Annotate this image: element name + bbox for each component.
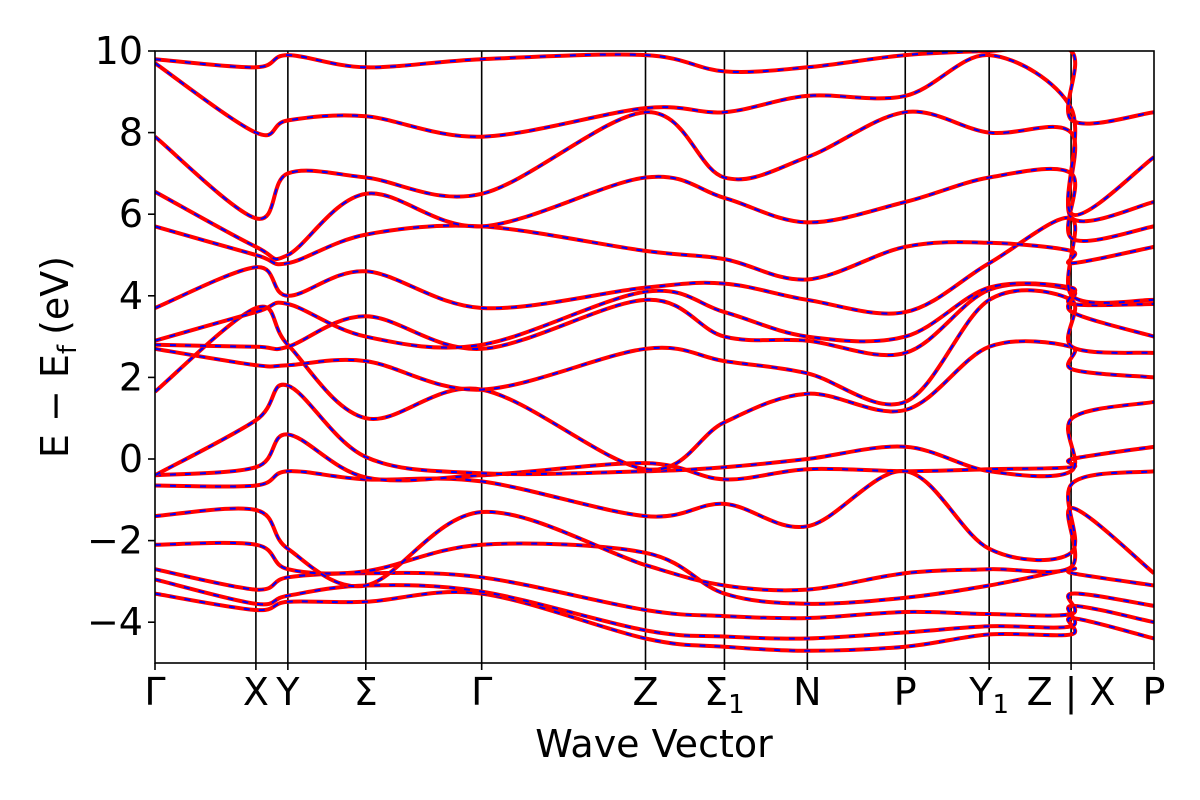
x-tick-label-text: Σ bbox=[354, 670, 378, 714]
x-tick-label: Z bbox=[632, 670, 658, 714]
x-tick-label: Y1 bbox=[968, 670, 1009, 720]
band-10-dashed-overlay bbox=[155, 283, 1154, 357]
y-axis-title-main: E − E bbox=[33, 354, 77, 458]
x-tick-label-text: Γ bbox=[471, 670, 492, 714]
band-16-dashed-overlay bbox=[155, 54, 1154, 216]
y-axis-title-subscript: f bbox=[53, 344, 83, 354]
x-tick-label-text: Z | X bbox=[1027, 670, 1116, 715]
kpoint-lines bbox=[255, 51, 1072, 663]
band-4-line bbox=[155, 506, 1154, 593]
band-16-line bbox=[155, 53, 1154, 217]
x-tick-label-text: Γ bbox=[144, 670, 165, 714]
x-tick-label-text: X bbox=[243, 670, 269, 714]
y-tick-label: 6 bbox=[119, 192, 143, 236]
y-axis-title-unit: (eV) bbox=[33, 256, 77, 335]
band-4-dashed-overlay bbox=[155, 506, 1154, 592]
band-2-dashed-overlay bbox=[155, 568, 1154, 620]
y-tick-label: 10 bbox=[95, 29, 143, 73]
x-tick-label: Σ1 bbox=[704, 670, 745, 720]
x-tick-label-subscript: 1 bbox=[993, 690, 1010, 720]
band-15-dashed-overlay bbox=[155, 110, 1154, 223]
band-8-line bbox=[155, 304, 1154, 472]
band-7-dashed-overlay bbox=[155, 383, 1154, 478]
y-tick-label: 4 bbox=[119, 274, 143, 318]
y-tick-label: 0 bbox=[119, 437, 143, 481]
x-tick-label: N bbox=[793, 670, 821, 714]
band-15-line bbox=[155, 109, 1154, 224]
x-tick-label-text: N bbox=[793, 670, 821, 714]
y-tick-label: 2 bbox=[119, 355, 143, 399]
band-14-line bbox=[155, 166, 1154, 262]
band-1-line bbox=[155, 577, 1154, 641]
x-tick-label: P bbox=[894, 670, 917, 714]
bands bbox=[155, 51, 1154, 653]
x-tick-label: Σ bbox=[354, 670, 378, 714]
x-tick-label-text: Y bbox=[275, 670, 300, 714]
band-8-dashed-overlay bbox=[155, 305, 1154, 471]
x-tick-label: Γ bbox=[144, 670, 165, 714]
band-13-dashed-overlay bbox=[155, 224, 1154, 281]
x-tick-label: Γ bbox=[471, 670, 492, 714]
y-axis-title: E − Ef (eV) bbox=[33, 256, 83, 458]
x-tick-label: X bbox=[243, 670, 269, 714]
band-14-dashed-overlay bbox=[155, 167, 1154, 261]
plot-frame bbox=[154, 50, 1155, 664]
band-5-line bbox=[155, 469, 1154, 563]
band-12-dashed-overlay bbox=[155, 216, 1154, 315]
y-tick-label: −2 bbox=[87, 519, 143, 563]
x-tick-label-text: Y bbox=[968, 670, 993, 714]
x-tick-label-subscript: 1 bbox=[728, 690, 745, 720]
y-tick-label: 8 bbox=[119, 111, 143, 155]
x-tick-label-text: Σ bbox=[704, 670, 728, 714]
x-tick-label: P bbox=[1143, 670, 1166, 714]
band-9-dashed-overlay bbox=[155, 289, 1154, 406]
y-tick-label: −4 bbox=[87, 600, 143, 644]
band-1-dashed-overlay bbox=[155, 578, 1154, 640]
x-tick-label-text: Z bbox=[632, 670, 658, 714]
band-3-line bbox=[155, 540, 1154, 606]
band-6-dashed-overlay bbox=[155, 433, 1154, 482]
y-axis-ticks: −4 −2 0 2 4 6 8 10 bbox=[87, 29, 155, 644]
x-axis-title: Wave Vector bbox=[535, 722, 773, 766]
x-tick-label-text: P bbox=[1143, 670, 1166, 714]
band-11-line bbox=[155, 281, 1154, 350]
band-17-dashed-overlay bbox=[155, 51, 1154, 125]
x-tick-label: Z | X bbox=[1027, 670, 1116, 715]
x-tick-label: Y bbox=[275, 670, 300, 714]
band-0-dashed-overlay bbox=[155, 590, 1154, 652]
x-tick-label-text: P bbox=[894, 670, 917, 714]
